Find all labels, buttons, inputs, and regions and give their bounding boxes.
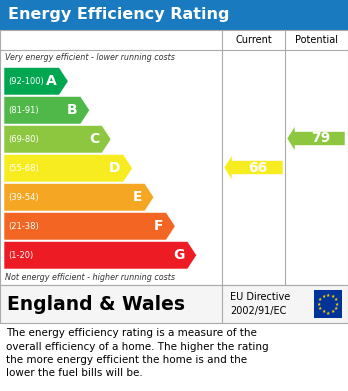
Text: F: F <box>154 219 163 233</box>
Text: (69-80): (69-80) <box>8 135 39 144</box>
Polygon shape <box>287 126 345 151</box>
Bar <box>314 290 342 318</box>
Text: ★: ★ <box>318 297 322 302</box>
Text: D: D <box>109 161 120 175</box>
Text: G: G <box>173 248 184 262</box>
Text: The energy efficiency rating is a measure of the: The energy efficiency rating is a measur… <box>6 328 257 338</box>
Polygon shape <box>4 68 68 95</box>
Text: ★: ★ <box>326 310 330 316</box>
Text: ★: ★ <box>335 301 339 307</box>
Text: (39-54): (39-54) <box>8 193 39 202</box>
Polygon shape <box>4 126 111 153</box>
Polygon shape <box>4 154 132 182</box>
Polygon shape <box>4 212 175 240</box>
Polygon shape <box>224 155 283 180</box>
Text: overall efficiency of a home. The higher the rating: overall efficiency of a home. The higher… <box>6 341 269 352</box>
Text: ★: ★ <box>330 309 335 314</box>
Text: ★: ★ <box>321 294 326 299</box>
Text: Very energy efficient - lower running costs: Very energy efficient - lower running co… <box>5 54 175 63</box>
Polygon shape <box>4 183 154 211</box>
Text: ★: ★ <box>321 309 326 314</box>
Text: (55-68): (55-68) <box>8 164 39 173</box>
Text: ★: ★ <box>317 301 321 307</box>
Text: ★: ★ <box>334 297 338 302</box>
Text: (1-20): (1-20) <box>8 251 33 260</box>
Text: A: A <box>46 74 56 88</box>
Text: Energy Efficiency Rating: Energy Efficiency Rating <box>8 7 229 23</box>
Text: Current: Current <box>235 35 272 45</box>
Text: England & Wales: England & Wales <box>7 294 185 314</box>
Text: Potential: Potential <box>295 35 338 45</box>
Text: C: C <box>89 132 99 146</box>
Text: 66: 66 <box>248 160 267 174</box>
Text: the more energy efficient the home is and the: the more energy efficient the home is an… <box>6 355 247 365</box>
Text: B: B <box>67 103 78 117</box>
Bar <box>0 285 348 323</box>
Text: E: E <box>132 190 142 204</box>
Text: (21-38): (21-38) <box>8 222 39 231</box>
Text: ★: ★ <box>326 292 330 298</box>
Polygon shape <box>4 242 197 269</box>
Text: EU Directive: EU Directive <box>230 292 290 302</box>
Text: 79: 79 <box>311 131 330 145</box>
Text: ★: ★ <box>330 294 335 299</box>
Text: 2002/91/EC: 2002/91/EC <box>230 306 286 316</box>
Text: lower the fuel bills will be.: lower the fuel bills will be. <box>6 368 143 378</box>
Text: Not energy efficient - higher running costs: Not energy efficient - higher running co… <box>5 273 175 282</box>
Text: ★: ★ <box>318 306 322 311</box>
Polygon shape <box>4 97 89 124</box>
Bar <box>0 0 348 30</box>
Bar <box>0 30 348 285</box>
Text: ★: ★ <box>334 306 338 311</box>
Text: (81-91): (81-91) <box>8 106 39 115</box>
Text: (92-100): (92-100) <box>8 77 44 86</box>
